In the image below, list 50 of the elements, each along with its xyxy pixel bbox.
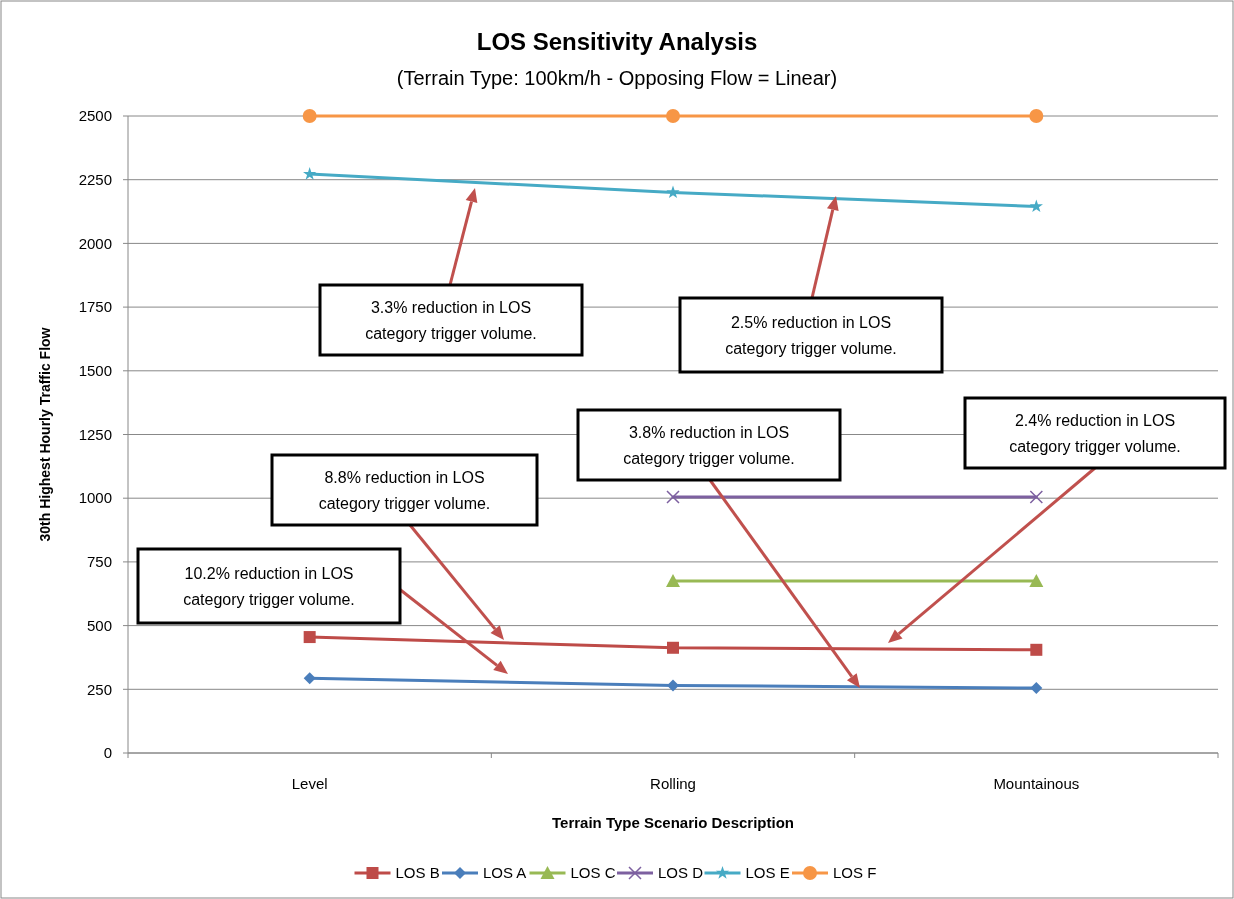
annotation: 3.3% reduction in LOS category trigger volume. — [365, 298, 537, 342]
chart-title: LOS Sensitivity Analysis — [476, 28, 758, 55]
y-tick-label: 1750 — [78, 298, 112, 316]
point — [1029, 490, 1044, 504]
y-tick-label: 500 — [86, 616, 112, 634]
point — [303, 167, 317, 180]
point — [302, 109, 317, 123]
y-tick-label: 2250 — [78, 170, 112, 188]
text-box: 3.8% reduction in LOS category trigger volume. — [576, 408, 842, 482]
y-tick-label: 750 — [86, 553, 112, 571]
point — [667, 641, 679, 654]
annotation: 2.4% reduction in LOS category trigger volume. — [1009, 411, 1181, 455]
point — [1030, 682, 1043, 695]
annotation: 10.2% reduction in LOS category trigger volume. — [183, 564, 355, 608]
x-axis-title: Terrain Type Scenario Description — [551, 814, 795, 831]
x-tick-label: Rolling — [650, 775, 696, 792]
point — [667, 679, 679, 692]
legend-label: LOS C — [570, 864, 616, 882]
x-tick-label: Level — [291, 775, 328, 792]
point — [303, 631, 316, 644]
y-axis-title: 30th Highest Hourly Traffic Flow — [37, 327, 53, 542]
annotation: 2.5% reduction in LOS category trigger volume. — [725, 313, 897, 357]
text-box: 10.2% reduction in LOS category trigger volume. — [136, 547, 402, 625]
legend-label: LOS B — [395, 864, 440, 882]
x-tick-label: Mountainous — [993, 775, 1080, 792]
text-box: 2.4% reduction in LOS category trigger volume. — [963, 396, 1227, 470]
point — [666, 490, 680, 504]
chart-subtitle: (Terrain Type: 100km/h - Opposing Flow = Linear) — [396, 67, 838, 89]
point — [666, 185, 680, 199]
y-tick-label: 1250 — [78, 425, 112, 443]
y-tick-label: 1500 — [78, 362, 112, 380]
point — [1030, 643, 1043, 656]
legend-label: LOS E — [745, 864, 790, 882]
legend-label: LOS A — [483, 864, 527, 882]
y-tick-label: 250 — [86, 680, 112, 698]
legend-label: LOS D — [658, 864, 704, 882]
point — [1029, 199, 1043, 213]
point — [1029, 109, 1044, 123]
y-tick-label: 1000 — [78, 489, 112, 507]
text-box: 8.8% reduction in LOS category trigger volume. — [270, 453, 539, 527]
annotation: 3.8% reduction in LOS category trigger volume. — [623, 423, 795, 467]
y-tick-label: 2500 — [78, 107, 112, 125]
legend-label: LOS F — [833, 864, 877, 882]
y-tick-label: 2000 — [78, 234, 112, 252]
point — [303, 672, 316, 685]
text-box: 2.5% reduction in LOS category trigger volume. — [678, 296, 944, 374]
point — [666, 109, 680, 123]
text-box: 3.3% reduction in LOS category trigger volume. — [318, 283, 584, 357]
y-tick-label: 0 — [103, 744, 112, 762]
annotation: 8.8% reduction in LOS category trigger volume. — [318, 468, 491, 512]
